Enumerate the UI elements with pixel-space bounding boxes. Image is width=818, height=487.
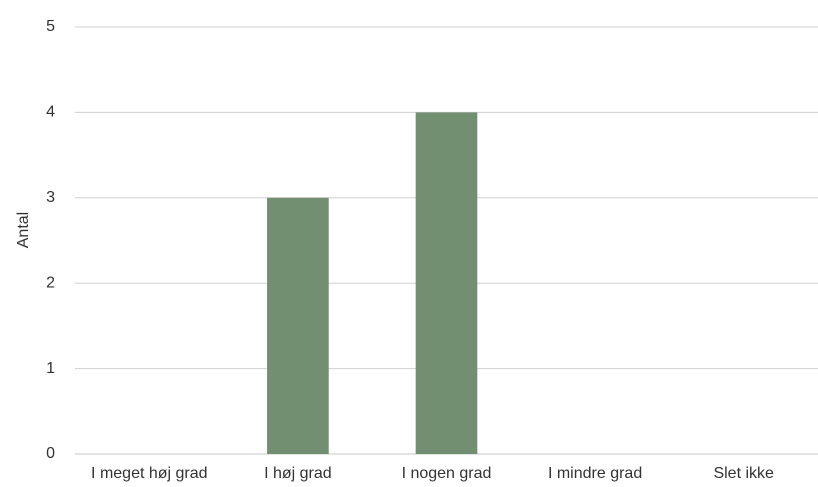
y-tick-label: 2 — [46, 274, 55, 291]
x-tick-label: Slet ikke — [713, 465, 774, 482]
y-axis-ticks: 0 1 2 3 4 5 — [46, 18, 55, 462]
bars — [267, 112, 478, 455]
bar — [267, 197, 329, 455]
y-axis-title: Antal — [15, 212, 32, 248]
y-tick-label: 5 — [46, 18, 55, 35]
x-tick-label: I mindre grad — [548, 465, 642, 482]
x-axis-ticks: I meget høj grad I høj grad I nogen grad I … — [91, 465, 774, 482]
bar — [415, 112, 478, 455]
x-tick-label: I nogen grad — [402, 465, 492, 482]
x-tick-label: I høj grad — [264, 465, 332, 482]
y-tick-label: 3 — [46, 189, 55, 206]
x-tick-label: I meget høj grad — [91, 465, 208, 482]
y-tick-label: 0 — [46, 445, 55, 462]
y-tick-label: 1 — [46, 360, 55, 377]
y-tick-label: 4 — [46, 104, 55, 121]
